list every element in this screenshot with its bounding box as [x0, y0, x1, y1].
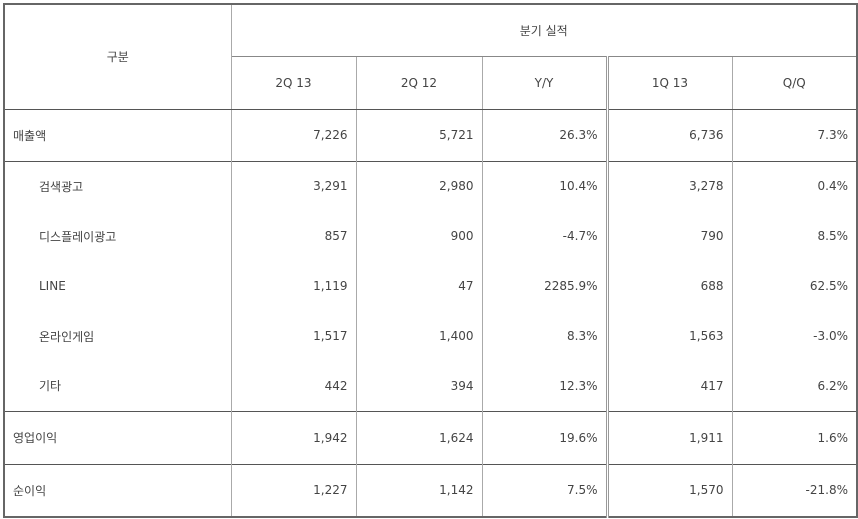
cell-value: 2285.9%	[481, 261, 609, 311]
table-row: 온라인게임 1,517 1,400 8.3% 1,563 -3.0%	[3, 311, 858, 361]
cell-value: 790	[606, 211, 733, 261]
cell-value: 0.4%	[731, 160, 858, 211]
cell-value: 1,142	[355, 463, 483, 517]
table-row: 순이익 1,227 1,142 7.5% 1,570 -21.8%	[3, 463, 858, 517]
column-header: 1Q 13	[606, 56, 733, 110]
cell-value: 3,291	[230, 160, 357, 211]
row-label: LINE	[3, 261, 232, 311]
cell-value: 6,736	[606, 109, 733, 161]
cell-value: 1,400	[355, 311, 483, 361]
results-table: 구분 분기 실적 2Q 13 2Q 12 Y/Y 1Q 13 Q/Q 매출액 7,226 5…	[3, 3, 858, 518]
cell-value: 857	[230, 211, 357, 261]
row-label: 영업이익	[3, 410, 232, 464]
row-label: 매출액	[3, 109, 232, 161]
cell-value: 7.3%	[731, 109, 858, 161]
table-row: 영업이익 1,942 1,624 19.6% 1,911 1.6%	[3, 410, 858, 464]
cell-value: -4.7%	[481, 211, 609, 261]
cell-value: 8.5%	[731, 211, 858, 261]
cell-value: 1.6%	[731, 410, 858, 464]
cell-value: 1,517	[230, 311, 357, 361]
cell-value: 7.5%	[481, 463, 609, 517]
table-row: 매출액 7,226 5,721 26.3% 6,736 7.3%	[3, 109, 858, 161]
cell-value: 1,570	[606, 463, 733, 517]
cell-value: -3.0%	[731, 311, 858, 361]
cell-value: 26.3%	[481, 109, 609, 161]
cell-value: 3,278	[606, 160, 733, 211]
cell-value: 5,721	[355, 109, 483, 161]
cell-value: 47	[355, 261, 483, 311]
cell-value: 19.6%	[481, 410, 609, 464]
column-header: Y/Y	[481, 56, 609, 110]
row-label: 기타	[3, 361, 232, 411]
table-row: LINE 1,119 47 2285.9% 688 62.5%	[3, 261, 858, 311]
cell-value: 7,226	[230, 109, 357, 161]
cell-value: 1,563	[606, 311, 733, 361]
cell-value: 1,227	[230, 463, 357, 517]
cell-value: 394	[355, 361, 483, 411]
cell-value: 6.2%	[731, 361, 858, 411]
cell-value: 8.3%	[481, 311, 609, 361]
cell-value: 1,119	[230, 261, 357, 311]
cell-value: 442	[230, 361, 357, 411]
row-label: 검색광고	[3, 160, 232, 211]
table-row: 디스플레이광고 857 900 -4.7% 790 8.5%	[3, 211, 858, 261]
cell-value: 2,980	[355, 160, 483, 211]
cell-value: 1,911	[606, 410, 733, 464]
cell-value: 688	[606, 261, 733, 311]
category-header: 구분	[3, 4, 232, 110]
table-row: 검색광고 3,291 2,980 10.4% 3,278 0.4%	[3, 160, 858, 211]
cell-value: 1,942	[230, 410, 357, 464]
header-row: 구분 분기 실적	[3, 4, 858, 110]
row-label: 순이익	[3, 463, 232, 517]
row-label: 디스플레이광고	[3, 211, 232, 261]
row-label: 온라인게임	[3, 311, 232, 361]
column-header: 2Q 12	[355, 56, 483, 110]
cell-value: 900	[355, 211, 483, 261]
cell-value: 1,624	[355, 410, 483, 464]
cell-value: -21.8%	[731, 463, 858, 517]
cell-value: 62.5%	[731, 261, 858, 311]
column-header-row: 2Q 13 2Q 12 Y/Y 1Q 13 Q/Q	[4, 56, 858, 110]
cell-value: 417	[606, 361, 733, 411]
table-row: 기타 442 394 12.3% 417 6.2%	[3, 361, 858, 411]
column-header: 2Q 13	[230, 56, 357, 110]
group-header: 분기 실적	[230, 4, 858, 57]
cell-value: 10.4%	[481, 160, 609, 211]
column-header: Q/Q	[731, 56, 858, 110]
cell-value: 12.3%	[481, 361, 609, 411]
